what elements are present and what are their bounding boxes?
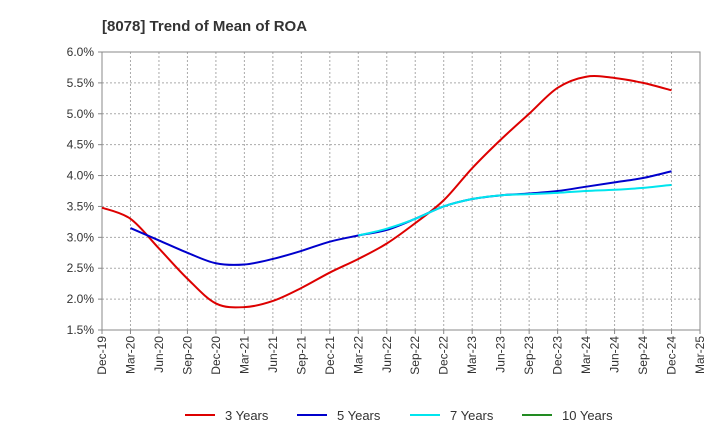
y-axis: 6.0% 5.5% 5.0% 4.5% 4.0% 3.5% 3.0% 2.5% 2.0% 1.5%	[67, 45, 102, 337]
x-tick-label: Dec-20	[209, 336, 223, 375]
y-tick-label: 4.0%	[67, 169, 95, 183]
x-tick-label: Mar-22	[351, 336, 365, 374]
x-tick-label: Jun-20	[152, 336, 166, 373]
x-tick-label: Mar-25	[693, 336, 707, 374]
y-tick-label: 5.0%	[67, 107, 95, 121]
legend-label-10-years: 10 Years	[562, 408, 613, 423]
y-tick-label: 3.0%	[67, 230, 95, 244]
legend: 3 Years 5 Years 7 Years 10 Years	[185, 408, 613, 423]
y-tick-label: 2.0%	[67, 292, 95, 306]
y-tick-label: 4.5%	[67, 138, 95, 152]
series-line-7-years	[358, 183, 672, 237]
x-tick-label: Jun-21	[266, 336, 280, 373]
x-tick-label: Jun-24	[608, 336, 622, 373]
x-tick-label: Sep-24	[636, 336, 650, 375]
x-tick-label: Dec-23	[551, 336, 565, 375]
x-tick-label: Mar-21	[237, 336, 251, 374]
x-tick-label: Sep-20	[180, 336, 194, 375]
x-tick-label: Dec-24	[665, 336, 679, 375]
y-tick-label: 3.5%	[67, 199, 95, 213]
x-axis: Dec-19 Mar-20 Jun-20 Sep-20 Dec-20 Mar-21 Jun-…	[95, 330, 707, 375]
x-tick-label: Sep-22	[408, 336, 422, 375]
x-tick-label: Mar-24	[579, 336, 593, 374]
x-tick-label: Sep-21	[294, 336, 308, 375]
y-tick-label: 5.5%	[67, 76, 95, 90]
legend-label-7-years: 7 Years	[450, 408, 494, 423]
y-tick-label: 1.5%	[67, 323, 95, 337]
plot-border	[101, 51, 701, 331]
x-tick-label: Mar-20	[123, 336, 137, 374]
series-line-3-years	[101, 75, 672, 309]
legend-label-5-years: 5 Years	[337, 408, 381, 423]
x-tick-label: Dec-21	[323, 336, 337, 375]
series-group	[101, 75, 672, 309]
x-tick-label: Sep-23	[522, 336, 536, 375]
plot-area	[101, 51, 701, 331]
y-tick-label: 6.0%	[67, 45, 95, 59]
x-tick-label: Jun-23	[494, 336, 508, 373]
series-line-5-years	[130, 170, 672, 266]
x-tick-label: Mar-23	[465, 336, 479, 374]
x-tick-label: Jun-22	[380, 336, 394, 373]
x-tick-label: Dec-22	[437, 336, 451, 375]
x-tick-label: Dec-19	[95, 336, 109, 375]
chart-title: [8078] Trend of Mean of ROA	[102, 18, 307, 35]
legend-label-3-years: 3 Years	[225, 408, 269, 423]
y-tick-label: 2.5%	[67, 261, 95, 275]
grid	[101, 51, 701, 331]
